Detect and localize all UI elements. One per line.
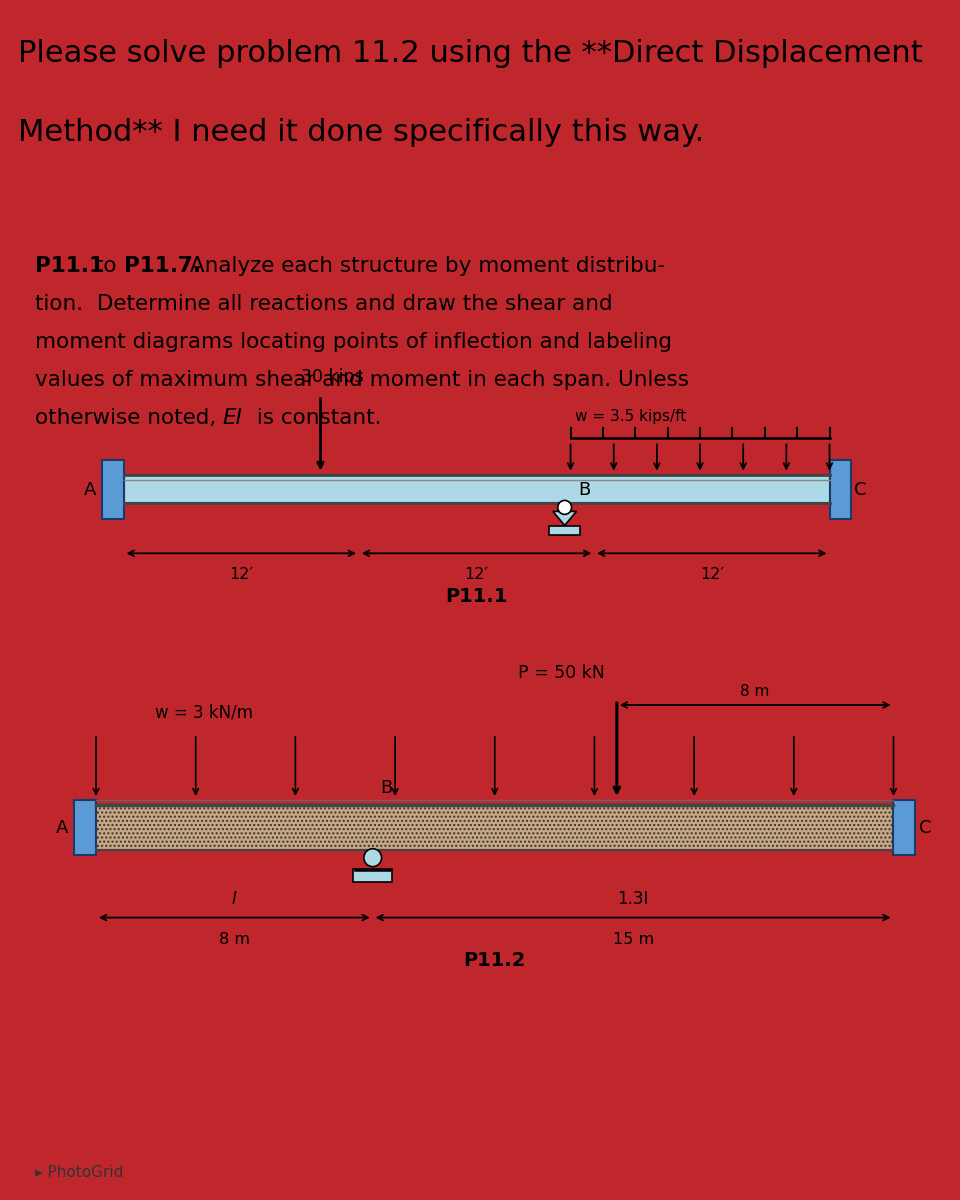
Text: A: A: [84, 481, 96, 499]
Bar: [96, 805, 894, 850]
Text: to: to: [88, 256, 124, 276]
Text: P11.2: P11.2: [464, 952, 526, 971]
Polygon shape: [553, 511, 577, 526]
Text: P11.1: P11.1: [35, 256, 104, 276]
Text: 12′: 12′: [229, 568, 253, 582]
Bar: [102, 460, 124, 520]
Text: B: B: [380, 779, 393, 797]
Text: is constant.: is constant.: [250, 408, 381, 427]
Text: w = 3 kN/m: w = 3 kN/m: [156, 704, 253, 722]
Text: values of maximum shear and moment in each span. Unless: values of maximum shear and moment in ea…: [35, 370, 689, 390]
Text: otherwise noted,: otherwise noted,: [35, 408, 223, 427]
Text: Please solve problem 11.2 using the **Direct Displacement: Please solve problem 11.2 using the **Di…: [18, 40, 923, 68]
Text: Method** I need it done specifically this way.: Method** I need it done specifically thi…: [18, 118, 705, 146]
Text: 12′: 12′: [465, 568, 489, 582]
Bar: [74, 800, 96, 854]
Bar: [894, 800, 915, 854]
Bar: [549, 527, 581, 535]
Text: A: A: [56, 818, 68, 836]
Text: 8 m: 8 m: [740, 684, 770, 700]
Text: 12′: 12′: [700, 568, 724, 582]
Text: tion.  Determine all reactions and draw the shear and: tion. Determine all reactions and draw t…: [35, 294, 612, 314]
Text: EI: EI: [222, 408, 242, 427]
Text: ▸ PhotoGrid: ▸ PhotoGrid: [35, 1165, 124, 1180]
Text: w = 3.5 kips/ft: w = 3.5 kips/ft: [575, 408, 686, 424]
Bar: [124, 475, 829, 504]
Text: 30 kips: 30 kips: [300, 367, 364, 385]
Bar: [353, 869, 393, 882]
Text: C: C: [854, 481, 867, 499]
Text: P11.7.: P11.7.: [124, 256, 201, 276]
Text: P = 50 kN: P = 50 kN: [518, 664, 605, 682]
Text: Analyze each structure by moment distribu-: Analyze each structure by moment distrib…: [182, 256, 665, 276]
Text: moment diagrams locating points of inflection and labeling: moment diagrams locating points of infle…: [35, 331, 672, 352]
Text: 8 m: 8 m: [219, 931, 250, 947]
Circle shape: [364, 848, 381, 866]
Text: C: C: [919, 818, 931, 836]
Text: 1.3I: 1.3I: [617, 889, 649, 907]
Text: B: B: [579, 481, 590, 499]
Text: P11.1: P11.1: [445, 587, 508, 606]
Circle shape: [558, 500, 571, 515]
Text: 15 m: 15 m: [612, 931, 654, 947]
Text: I: I: [232, 889, 237, 907]
Bar: [829, 460, 852, 520]
